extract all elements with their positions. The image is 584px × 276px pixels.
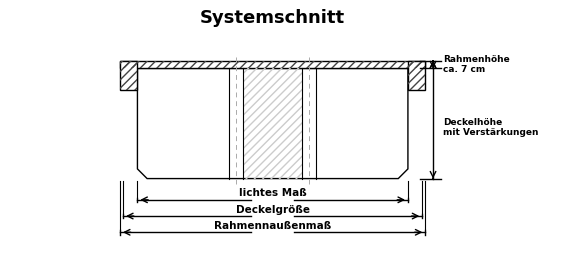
Bar [120, 61, 137, 90]
Bar [408, 61, 425, 90]
Text: Rahmennaußenmaß: Rahmennaußenmaß [214, 221, 331, 231]
Bar [408, 61, 425, 90]
Bar [120, 61, 425, 68]
Text: Rahmenhöhe
ca. 7 cm: Rahmenhöhe ca. 7 cm [443, 55, 509, 74]
Text: lichtes Maß: lichtes Maß [239, 188, 307, 198]
Text: Systemschnitt: Systemschnitt [200, 9, 345, 26]
Text: Deckelhöhe
mit Verstärkungen: Deckelhöhe mit Verstärkungen [443, 118, 538, 137]
Bar [120, 61, 425, 68]
Bar [120, 61, 137, 90]
Polygon shape [137, 68, 408, 179]
Text: Deckelgröße: Deckelgröße [236, 205, 310, 214]
